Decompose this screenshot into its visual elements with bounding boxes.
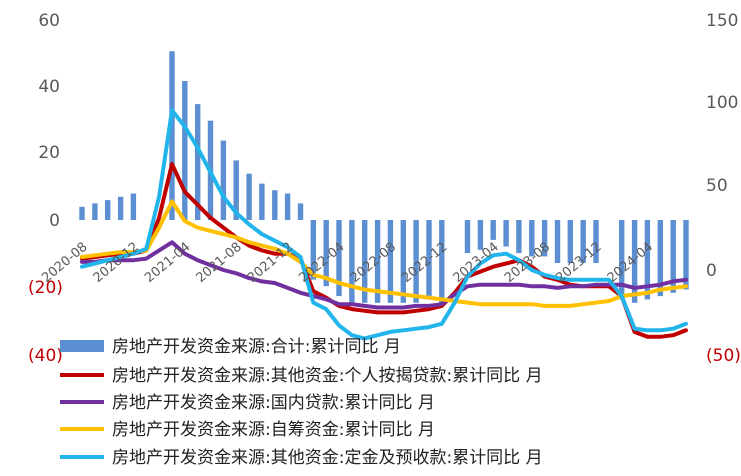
bar-2024-04	[644, 220, 651, 300]
bar-2024-06	[670, 220, 676, 293]
line-series-2	[80, 240, 688, 310]
bar-2021-10	[259, 183, 265, 220]
bar-2022-12	[439, 220, 445, 303]
right-tick-label: 50	[706, 176, 728, 196]
bar-2020-08	[79, 206, 85, 220]
bar-2023-04	[490, 220, 496, 240]
right-tick-label: 100	[706, 93, 738, 113]
right-tick-label: (50)	[706, 346, 741, 366]
legend: 房地产开发资金来源:合计:累计同比 月房地产开发资金来源:其他资金:个人按揭贷款…	[60, 337, 543, 468]
legend-swatch-bar	[60, 340, 104, 352]
right-tick-label: 0	[706, 261, 717, 281]
bar-2021-11	[272, 190, 278, 220]
legend-label: 房地产开发资金来源:自筹资金:累计同比 月	[112, 420, 435, 440]
bar-2023-02	[464, 220, 471, 254]
bar-2024-05	[657, 220, 663, 297]
bar-2020-11	[117, 196, 124, 220]
bar-2020-12	[130, 193, 137, 220]
bar-2023-12	[593, 220, 599, 263]
bar-2021-04	[182, 81, 188, 220]
left-tick-label: 20	[38, 143, 60, 163]
left-tick-label: 0	[49, 211, 60, 231]
legend-label: 房地产开发资金来源:其他资金:定金及预收款:累计同比 月	[112, 448, 543, 468]
legend-label: 房地产开发资金来源:合计:累计同比 月	[112, 337, 401, 357]
bar-2023-06	[516, 220, 522, 254]
bar-series	[79, 51, 689, 303]
bar-2021-08	[233, 160, 239, 220]
bar-2022-06	[362, 220, 368, 303]
bar-2020-10	[105, 200, 111, 220]
bar-2022-05	[349, 220, 355, 303]
bar-2021-05	[195, 104, 201, 220]
bar-2021-12	[284, 193, 291, 220]
bar-2024-02	[619, 220, 625, 300]
bar-2022-04	[336, 220, 342, 297]
bar-2023-05	[503, 220, 509, 247]
bar-2023-10	[567, 220, 573, 263]
bar-2022-01	[297, 203, 304, 220]
bar-2022-10	[413, 220, 419, 303]
bar-2022-07	[374, 220, 381, 303]
left-tick-label: 60	[38, 11, 60, 31]
legend-label: 房地产开发资金来源:其他资金:个人按揭贷款:累计同比 月	[112, 366, 543, 386]
x-axis: 2020-08 2020-12 2021-04 2021-08 2021-12 2022-…	[39, 240, 656, 286]
bar-2020-09	[92, 203, 98, 220]
bar-2024-07	[683, 220, 689, 290]
bar-2023-08	[541, 220, 548, 257]
left-tick-label: (40)	[28, 346, 63, 366]
bar-2022-11	[426, 220, 432, 300]
bar-2021-07	[220, 140, 227, 220]
bar-2022-09	[400, 220, 406, 303]
line-series-3	[80, 199, 688, 308]
bar-2024-03	[631, 220, 638, 303]
line-series-group	[80, 108, 688, 341]
bar-2023-09	[554, 220, 561, 263]
bar-2023-11	[580, 220, 586, 263]
bar-2023-07	[529, 220, 535, 257]
left-axis: 60 40 20 0 (20) (40)	[28, 11, 63, 366]
left-tick-label: 40	[38, 77, 60, 97]
bar-2021-03	[169, 51, 175, 221]
legend-label: 房地产开发资金来源:国内贷款:累计同比 月	[112, 393, 435, 413]
left-tick-label: (20)	[28, 278, 63, 298]
bar-2023-03	[477, 220, 484, 250]
right-tick-label: 150	[706, 11, 738, 31]
line-series-4	[80, 108, 688, 341]
bar-2022-02	[310, 220, 316, 280]
bar-2022-08	[387, 220, 394, 303]
bar-2021-09	[246, 173, 252, 220]
bar-2022-03	[323, 220, 329, 287]
x-tick-label: 2023-04	[451, 240, 502, 286]
right-axis: 150 100 50 0 (50)	[706, 11, 741, 366]
